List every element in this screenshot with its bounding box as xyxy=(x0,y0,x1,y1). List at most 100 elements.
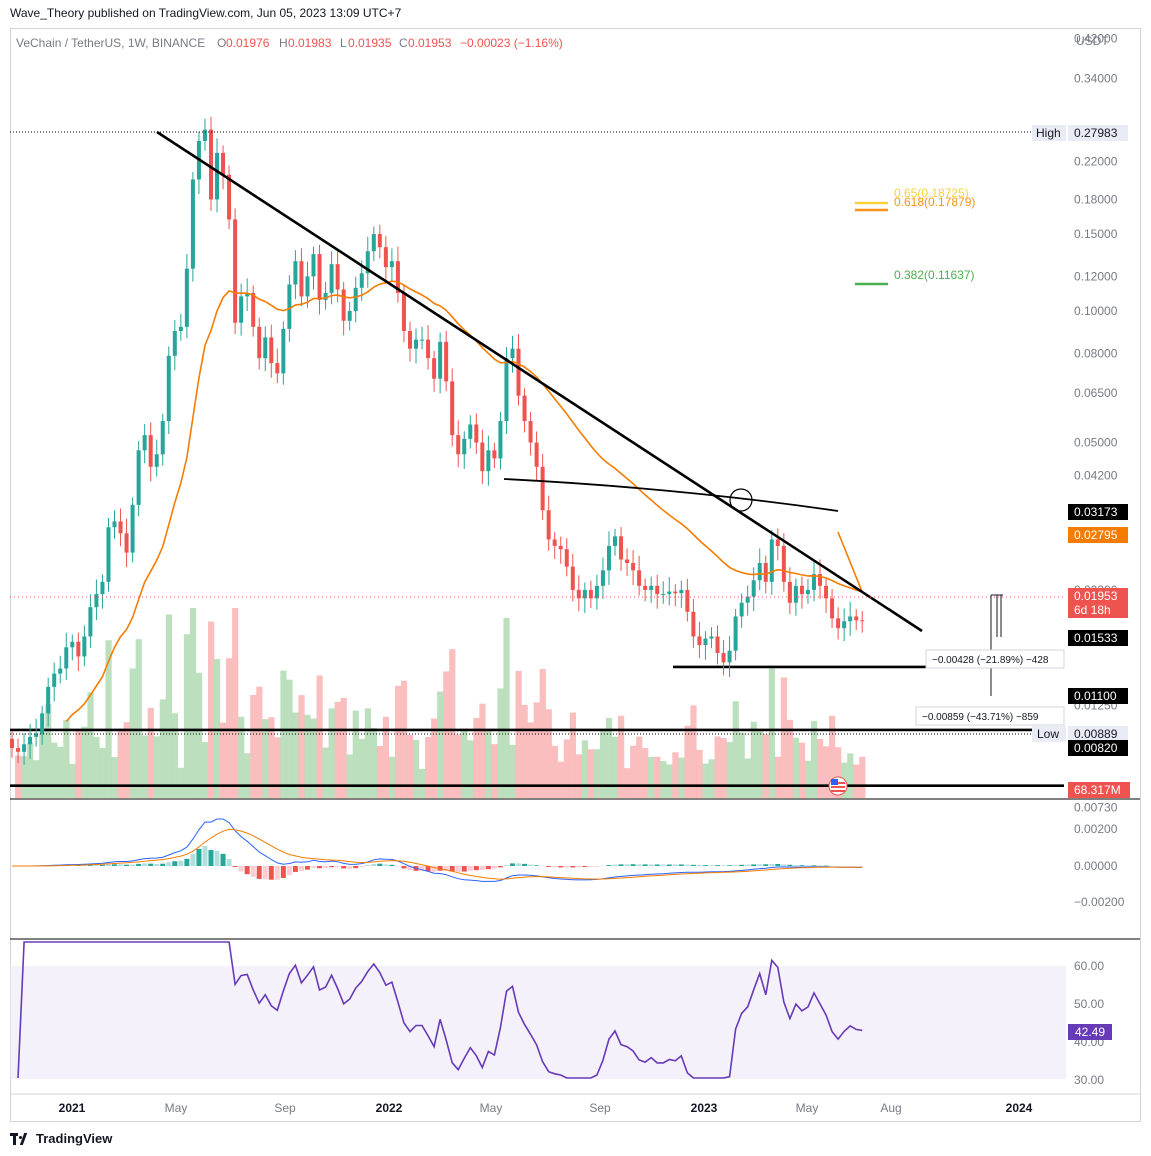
candle xyxy=(160,421,165,455)
candle xyxy=(625,559,630,564)
volume-bar xyxy=(527,722,534,798)
candle xyxy=(546,510,551,540)
volume-bar xyxy=(624,768,631,798)
last-price-bg xyxy=(1068,588,1128,618)
candle xyxy=(691,611,696,637)
macd-bar xyxy=(781,864,787,866)
macd-bar xyxy=(751,864,757,866)
high-tag-bg xyxy=(1032,125,1066,141)
macd-bar xyxy=(461,866,467,872)
candle xyxy=(432,358,437,379)
macd-bar xyxy=(733,865,739,866)
candle xyxy=(353,287,358,311)
macd-bar xyxy=(75,865,81,866)
volume-bar xyxy=(575,754,583,798)
macd-bar xyxy=(304,866,310,870)
low-value: 0.00889 xyxy=(1074,727,1118,741)
macd-bar xyxy=(292,866,298,872)
macd-bar xyxy=(678,864,684,866)
candle xyxy=(269,337,274,364)
candle xyxy=(365,251,370,274)
volume-bar xyxy=(129,668,136,798)
rsi-tick-3: 30.00 xyxy=(1074,1073,1104,1087)
macd-bar xyxy=(407,866,413,871)
horizontal-resistance-line[interactable] xyxy=(503,478,839,512)
candle xyxy=(178,326,183,331)
candle xyxy=(263,337,268,359)
candle xyxy=(172,330,177,356)
candle xyxy=(793,585,798,603)
volume-bar xyxy=(105,640,112,798)
candle xyxy=(335,264,340,290)
volume-bar xyxy=(364,708,371,798)
volume-bar xyxy=(400,680,408,798)
candle xyxy=(208,129,213,200)
volume-bar xyxy=(720,738,727,798)
volume-bar xyxy=(256,686,263,798)
fib-0618-label: 0.618(0.17879) xyxy=(894,195,975,209)
volume-bar xyxy=(15,755,22,798)
macd-bar xyxy=(588,866,594,867)
macd-bar xyxy=(112,864,118,866)
volume-bar xyxy=(708,759,715,798)
candle xyxy=(414,339,419,349)
volume-bar xyxy=(449,649,456,798)
candle xyxy=(420,339,425,341)
volume-bar xyxy=(413,739,420,798)
candle xyxy=(257,326,262,359)
volume-bar xyxy=(232,608,239,798)
volume-bar xyxy=(539,668,546,798)
measure-2-box xyxy=(915,706,1065,726)
macd-bar xyxy=(708,865,714,866)
volume-bar xyxy=(648,756,655,798)
chart-canvas[interactable]: VeChain / TetherUS, 1W, BINANCE O 0.0197… xyxy=(0,0,1151,1130)
volume-bar xyxy=(503,617,510,798)
descending-trendline[interactable] xyxy=(156,130,923,633)
candle xyxy=(341,289,346,321)
candle xyxy=(799,585,804,595)
macd-line xyxy=(12,818,863,882)
breakout-circle[interactable] xyxy=(729,488,753,512)
price-tick: 0.00730 xyxy=(1074,801,1118,815)
volume-bar xyxy=(63,719,70,798)
macd-bar xyxy=(745,864,751,866)
volume-bar xyxy=(39,732,46,798)
macd-bar xyxy=(298,866,304,872)
candle xyxy=(769,539,774,582)
macd-bar xyxy=(485,866,491,870)
macd-bar xyxy=(503,865,509,866)
volume-bar xyxy=(786,719,794,798)
volume-bar xyxy=(244,753,251,798)
candle xyxy=(359,273,364,288)
candle xyxy=(492,450,497,459)
candle xyxy=(757,563,762,581)
volume-bar xyxy=(847,753,854,798)
volume-bar xyxy=(111,757,118,798)
candle xyxy=(94,594,99,608)
candle xyxy=(860,620,865,622)
candle xyxy=(40,713,45,734)
volume-bar xyxy=(509,744,516,798)
us-flag-icon[interactable] xyxy=(828,776,848,796)
macd-bar xyxy=(636,864,642,866)
candle xyxy=(299,261,304,297)
volume-bar xyxy=(406,734,414,798)
volume-bar xyxy=(141,735,148,798)
macd-histogram xyxy=(15,846,865,880)
candle xyxy=(727,650,732,663)
macd-bar xyxy=(534,865,540,866)
volume-bar xyxy=(654,756,661,798)
candle xyxy=(444,341,449,382)
candle xyxy=(190,179,195,269)
macd-bar xyxy=(624,864,630,866)
macd-bar xyxy=(377,863,383,866)
macd-bar xyxy=(87,865,93,866)
volume-bar xyxy=(563,739,570,798)
volume-bar xyxy=(762,734,769,798)
macd-bar xyxy=(528,864,534,866)
macd-bar xyxy=(268,866,274,880)
macd-bar xyxy=(509,863,515,866)
time-tick: May xyxy=(165,1101,188,1115)
volume-bar xyxy=(27,742,34,798)
volume-bar xyxy=(557,761,564,798)
